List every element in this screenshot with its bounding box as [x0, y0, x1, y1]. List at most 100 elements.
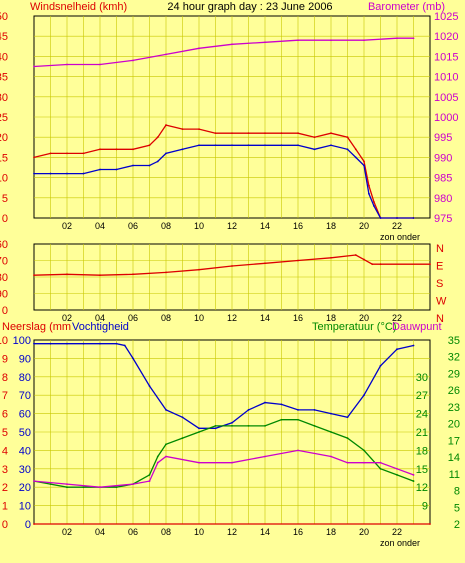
data-point [280, 403, 283, 406]
humidity-axis-title: Vochtigheid [72, 321, 129, 333]
data-point [396, 37, 398, 40]
y-left2-tick: 100 [13, 335, 31, 347]
data-point [363, 160, 365, 163]
data-point [412, 217, 415, 219]
data-point [363, 39, 365, 42]
data-point [297, 144, 299, 147]
data-point [66, 483, 68, 486]
data-point [123, 344, 126, 347]
y-left2-tick: 0 [25, 519, 31, 531]
data-point [231, 424, 233, 427]
y-left-tick: 40 [0, 51, 8, 63]
data-point [33, 172, 35, 175]
data-point [396, 474, 398, 476]
data-point [231, 421, 233, 424]
y-right-tick: 1000 [434, 112, 458, 124]
data-point [264, 262, 266, 265]
data-point [354, 254, 357, 256]
data-point [66, 172, 68, 175]
data-point [198, 431, 200, 433]
y-left2-tick: 70 [19, 390, 31, 402]
data-point [33, 156, 35, 159]
sun-label-top: zon onder [380, 232, 420, 242]
data-point [280, 132, 283, 135]
x-tick-label: 08 [161, 527, 171, 537]
y-right-tick: 985 [434, 173, 452, 185]
data-point [115, 342, 118, 345]
data-point [148, 480, 151, 482]
y-right2-tick: 11 [449, 469, 460, 481]
data-point [371, 263, 374, 266]
data-point [132, 483, 134, 486]
x-tick-label: 22 [392, 527, 402, 537]
data-point [49, 483, 52, 486]
x-tick-label: 04 [95, 221, 105, 231]
rain-axis-title: Neerslag (mm [2, 321, 71, 333]
data-point [148, 144, 151, 147]
x-tick-label: 02 [62, 313, 72, 323]
y-right-tick: N [436, 243, 444, 255]
data-point [429, 263, 431, 266]
data-point [115, 148, 118, 151]
y-left-tick: 10 [0, 335, 8, 347]
x-tick-label: 04 [95, 313, 105, 323]
data-point [214, 424, 217, 427]
data-point [132, 357, 134, 360]
data-point [49, 172, 52, 175]
data-point [313, 424, 316, 427]
data-point [412, 344, 415, 347]
data-point [396, 467, 398, 470]
y-right-tick: 1025 [434, 11, 458, 23]
data-point [165, 443, 167, 446]
data-point [247, 409, 250, 411]
data-point [363, 164, 365, 167]
data-point [396, 217, 398, 219]
data-point [66, 486, 68, 489]
data-point [363, 449, 365, 452]
x-tick-label: 08 [161, 221, 171, 231]
data-point [373, 200, 375, 203]
data-point [264, 455, 266, 458]
data-point [313, 136, 316, 139]
y-left2-tick: 50 [19, 427, 31, 439]
series-line-average [34, 144, 414, 219]
data-point [198, 268, 200, 271]
data-point [156, 455, 159, 458]
x-tick-label: 06 [128, 221, 138, 231]
y-right-tick: N [436, 313, 444, 325]
y-left-tick: 90 [0, 289, 8, 301]
data-point [363, 258, 365, 261]
data-point [66, 63, 68, 66]
y-right-tick: E [436, 261, 443, 273]
data-point [181, 128, 184, 131]
data-point [346, 461, 349, 464]
data-point [330, 39, 332, 42]
chart-title: 24 hour graph day : 23 June 2006 [167, 1, 332, 13]
data-point [330, 431, 332, 433]
data-point [363, 394, 365, 397]
y-right2-tick: 14 [448, 452, 460, 464]
data-point [82, 172, 85, 175]
data-point [198, 427, 200, 430]
y-right-tick: 980 [434, 193, 452, 205]
data-point [165, 455, 167, 458]
y-left-tick: 9 [2, 353, 8, 365]
x-tick-label: 22 [392, 221, 402, 231]
y-right-tick: 18 [416, 445, 428, 457]
data-point [280, 418, 283, 421]
data-point [115, 168, 118, 171]
data-point [49, 152, 52, 155]
data-point [231, 461, 233, 464]
data-point [280, 144, 283, 147]
y-right2-tick: 35 [448, 335, 460, 347]
x-tick-label: 12 [227, 313, 237, 323]
y-right2-tick: 8 [454, 486, 460, 498]
data-point [264, 132, 266, 135]
y-right2-tick: 32 [448, 352, 460, 364]
y-left-tick: 180 [0, 272, 8, 284]
data-point [379, 467, 382, 470]
x-tick-label: 18 [326, 313, 336, 323]
